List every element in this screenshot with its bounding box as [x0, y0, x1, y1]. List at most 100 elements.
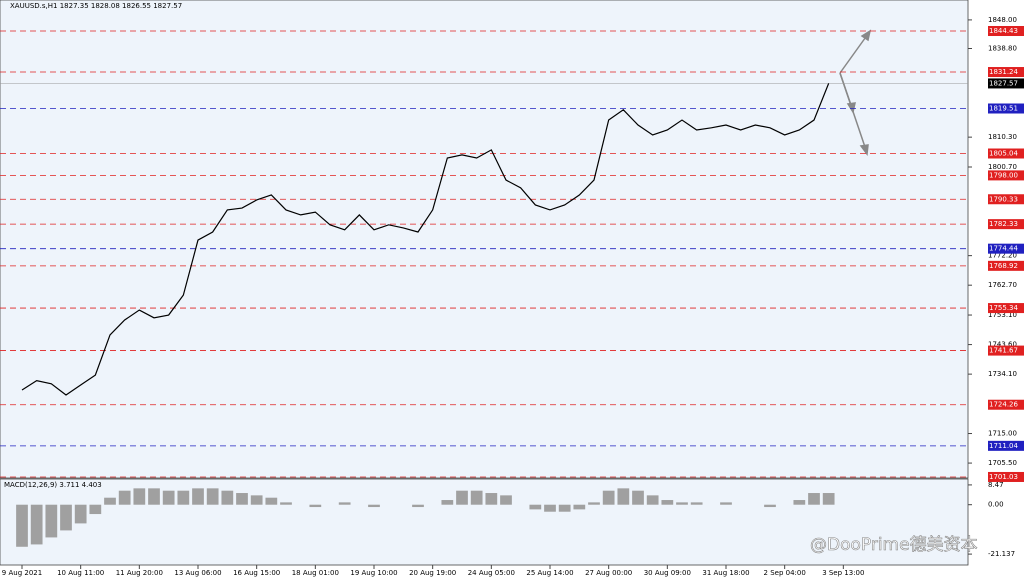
macd-bar	[617, 488, 630, 505]
level-label-box	[988, 471, 1024, 482]
macd-bar	[221, 490, 234, 505]
x-tick-label: 11 Aug 20:00	[116, 569, 163, 577]
macd-bar	[500, 495, 512, 505]
level-label-box	[988, 148, 1024, 159]
macd-bar	[661, 500, 674, 505]
x-tick-label: 3 Sep 13:00	[822, 569, 864, 577]
macd-bar	[441, 500, 454, 505]
macd-y-tick-label: 0.00	[988, 501, 1004, 509]
x-tick-label: 13 Aug 06:00	[174, 569, 221, 577]
macd-bar	[529, 504, 542, 510]
level-label: 1819.51	[989, 105, 1018, 113]
x-tick-label: 16 Aug 15:00	[233, 569, 280, 577]
macd-bar	[720, 502, 732, 505]
x-tick-label: 31 Aug 18:00	[702, 569, 749, 577]
y-tick-label: 1734.10	[988, 370, 1017, 378]
x-tick-label: 19 Aug 10:00	[350, 569, 397, 577]
y-tick-label: 1762.70	[988, 281, 1017, 289]
level-label-box	[988, 440, 1024, 451]
y-tick-label: 1800.70	[988, 163, 1017, 171]
level-label-box	[988, 170, 1024, 181]
x-tick-label: 20 Aug 19:00	[409, 569, 456, 577]
macd-bar	[764, 504, 776, 508]
level-label: 1782.33	[989, 220, 1018, 228]
y-tick-label: 1772.20	[988, 252, 1017, 260]
macd-bar	[412, 504, 424, 508]
y-tick-label: 1715.00	[988, 430, 1017, 438]
level-label: 1755.34	[989, 304, 1018, 312]
x-tick-label: 27 Aug 00:00	[585, 569, 632, 577]
macd-bar	[573, 504, 586, 510]
macd-bar	[192, 488, 204, 505]
last-price-label: 1827.57	[989, 79, 1018, 87]
y-tick-label: 1753.10	[988, 311, 1017, 319]
macd-bar	[265, 497, 278, 505]
level-label: 1805.04	[989, 150, 1018, 158]
level-label-box	[988, 243, 1024, 254]
level-label: 1790.33	[989, 195, 1018, 203]
y-tick-label: 1705.50	[988, 459, 1017, 467]
macd-title: MACD(12,26,9) 3.711 4.403	[4, 481, 102, 489]
macd-bar	[16, 504, 28, 547]
macd-bar	[822, 493, 835, 505]
macd-bar	[793, 500, 806, 505]
level-label-box	[988, 260, 1024, 271]
level-label: 1701.03	[989, 473, 1018, 481]
last-price-box	[988, 78, 1024, 89]
macd-bar	[89, 504, 102, 515]
macd-bar	[309, 504, 322, 508]
macd-panel	[0, 478, 969, 566]
macd-bar	[206, 488, 219, 505]
level-label: 1844.43	[989, 27, 1018, 35]
macd-bar	[60, 504, 72, 531]
arrows	[839, 29, 872, 156]
macd-y-tick-label: -21.137	[988, 550, 1015, 558]
macd-bar	[133, 488, 146, 505]
y-tick-label: 1810.30	[988, 133, 1017, 141]
x-tick-label: 10 Aug 11:00	[57, 569, 104, 577]
watermark: @DooPrime德美资本	[810, 535, 978, 555]
macd-bar	[104, 497, 116, 505]
macd-bar	[45, 504, 58, 538]
level-label: 1711.04	[989, 442, 1018, 450]
macd-bar	[177, 490, 190, 505]
macd-bar	[30, 504, 43, 545]
macd-bar	[74, 504, 87, 524]
level-label: 1741.67	[989, 347, 1018, 355]
macd-bar	[368, 504, 380, 508]
macd-bar	[632, 490, 644, 505]
x-tick-label: 30 Aug 09:00	[644, 569, 691, 577]
macd-bar	[148, 488, 160, 505]
chart-title: XAUUSD.s,H1 1827.35 1828.08 1826.55 1827…	[10, 2, 182, 10]
macd-bar	[338, 502, 351, 505]
macd-bar	[250, 495, 263, 505]
x-tick-label: 2 Sep 04:00	[764, 569, 806, 577]
x-tick-label: 9 Aug 2021	[2, 569, 42, 577]
macd-bar	[646, 495, 659, 505]
macd-bar	[118, 490, 131, 505]
macd-bar	[676, 502, 688, 505]
level-label-box	[988, 303, 1024, 314]
level-label-box	[988, 194, 1024, 205]
y-tick-label: 1743.60	[988, 341, 1017, 349]
level-label-box	[988, 67, 1024, 78]
macd-bar	[280, 502, 292, 505]
macd-bar	[544, 504, 556, 512]
y-tick-label: 1838.80	[988, 45, 1017, 53]
macd-bar	[236, 493, 248, 505]
level-label: 1768.92	[989, 262, 1018, 270]
macd-bar	[558, 504, 571, 512]
level-label-box	[988, 399, 1024, 410]
price-line	[21, 83, 830, 396]
level-label-box	[988, 103, 1024, 114]
macd-bar	[485, 493, 498, 505]
macd-bar	[588, 502, 600, 505]
level-label: 1831.24	[989, 68, 1018, 76]
macd-bar	[456, 490, 468, 505]
main-panel	[0, 0, 969, 479]
x-tick-label: 18 Aug 01:00	[292, 569, 339, 577]
level-label: 1798.00	[989, 171, 1018, 179]
x-tick-label: 24 Aug 05:00	[468, 569, 515, 577]
macd-bar	[602, 490, 615, 505]
